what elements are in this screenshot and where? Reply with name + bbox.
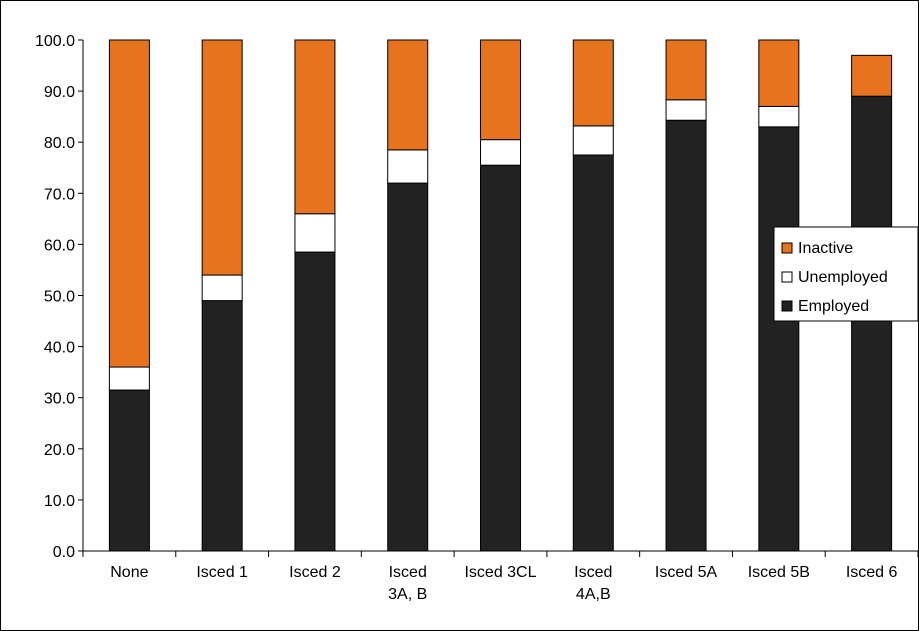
bar-segment-inactive xyxy=(665,39,707,101)
x-tick-label: Isced 6 xyxy=(846,564,898,581)
x-tick-label: Isced 2 xyxy=(289,564,341,581)
y-tick-label: 50.0 xyxy=(44,289,75,306)
bars xyxy=(108,39,893,552)
x-tick-label: Isced xyxy=(574,564,612,581)
legend: Inactive Unemployed Employed xyxy=(773,226,918,322)
legend-label-inactive: Inactive xyxy=(798,240,853,257)
y-tick-label: 20.0 xyxy=(44,442,75,459)
y-tick-label: 10.0 xyxy=(44,493,75,510)
bar-segment-unemployed xyxy=(294,213,336,253)
y-axis: 0.0 10.0 20.0 30.0 40.0 50.0 60.0 70.0 80.0 90.0 1… xyxy=(35,33,84,561)
bar-segment-inactive xyxy=(201,39,243,276)
bar-segment-inactive xyxy=(572,39,614,127)
legend-swatch-employed xyxy=(781,300,793,312)
bar-segment-inactive xyxy=(294,39,336,215)
bar-segment-unemployed xyxy=(758,105,800,128)
bar-segment-inactive xyxy=(108,39,150,368)
bar-segment-employed xyxy=(108,389,150,552)
bar-segment-unemployed xyxy=(387,149,429,184)
y-tick-label: 30.0 xyxy=(44,391,75,408)
bar-segment-unemployed xyxy=(480,139,521,166)
x-tick-label: Isced xyxy=(389,564,427,581)
x-tick-label: 3A, B xyxy=(388,586,427,603)
bar-segment-employed xyxy=(480,164,521,552)
bar-segment-inactive xyxy=(851,54,893,97)
bar-segment-unemployed xyxy=(665,99,707,121)
y-tick-label: 0.0 xyxy=(53,544,75,561)
x-axis: None Isced 1 Isced 2 Isced 3A, B Isced 3CL Isc… xyxy=(82,550,918,603)
x-tick-label: Isced 5B xyxy=(748,564,810,581)
bar-segment-unemployed xyxy=(108,366,150,391)
legend-label-unemployed: Unemployed xyxy=(798,269,888,286)
x-tick-label: Isced 1 xyxy=(196,564,248,581)
bar-segment-inactive xyxy=(758,39,800,107)
x-tick-label: Isced 5A xyxy=(655,564,718,581)
y-tick-label: 100.0 xyxy=(35,33,75,50)
x-tick-label: Isced 3CL xyxy=(464,564,536,581)
bar-segment-employed xyxy=(665,119,707,552)
y-tick-label: 90.0 xyxy=(44,84,75,101)
y-tick-label: 40.0 xyxy=(44,340,75,357)
bar-segment-employed xyxy=(758,126,800,552)
bar-segment-employed xyxy=(387,182,429,552)
y-tick-label: 60.0 xyxy=(44,237,75,254)
legend-swatch-unemployed xyxy=(781,271,793,283)
legend-box xyxy=(773,226,918,322)
x-tick-label: None xyxy=(110,564,148,581)
bar-segment-unemployed xyxy=(572,125,614,156)
y-tick-label: 80.0 xyxy=(44,135,75,152)
x-tick-label: 4A,B xyxy=(576,586,611,603)
bar-segment-unemployed xyxy=(201,274,243,302)
bar-segment-employed xyxy=(201,300,243,552)
legend-swatch-inactive xyxy=(781,242,793,254)
legend-label-employed: Employed xyxy=(798,298,869,315)
bar-segment-inactive xyxy=(387,39,429,151)
bar-segment-inactive xyxy=(480,39,521,141)
y-tick-label: 70.0 xyxy=(44,186,75,203)
bar-segment-employed xyxy=(572,154,614,552)
bar-segment-employed xyxy=(294,251,336,552)
bar-segment-employed xyxy=(851,95,893,552)
